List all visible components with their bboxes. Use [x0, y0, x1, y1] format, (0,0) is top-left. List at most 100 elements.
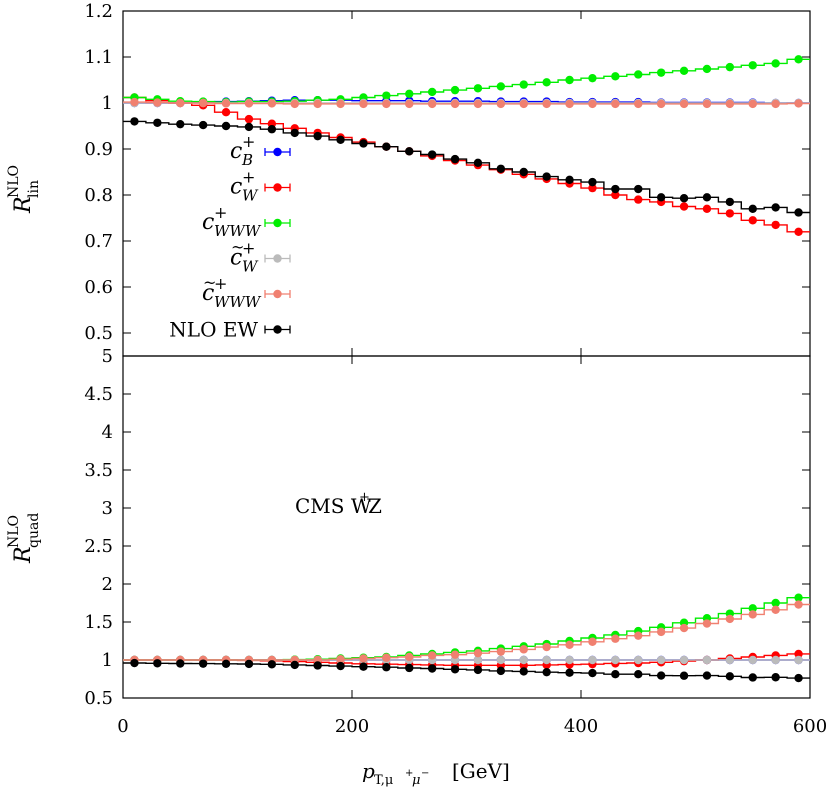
top-ytick-label: 0.6 — [84, 277, 113, 298]
bottom-series-line-5 — [123, 662, 810, 679]
bottom-series-point-4 — [588, 637, 597, 646]
top-series-point-5 — [611, 184, 620, 194]
top-series-point-5 — [679, 194, 689, 203]
bottom-series-point-5 — [405, 663, 414, 673]
top-series-point-4 — [405, 99, 414, 109]
top-series-point-5 — [634, 184, 643, 194]
bottom-series-point-5 — [130, 658, 139, 668]
bottom-series-point-5 — [176, 659, 185, 668]
legend-label-sub: W — [242, 258, 259, 276]
top-series-point-4 — [450, 99, 460, 109]
top-ylabel-sup: NLO — [6, 165, 22, 198]
top-y-axis-label: R NLO lin — [6, 165, 42, 214]
bottom-panel-frame — [122, 355, 811, 699]
bottom-series-point-4 — [359, 654, 368, 663]
bottom-ytick-label: 1.5 — [84, 612, 113, 633]
xlabel-sub: T,μ — [374, 773, 393, 788]
top-ytick-label: 0.9 — [84, 139, 113, 160]
top-series-point-4 — [473, 99, 483, 109]
bottom-series-point-3 — [634, 655, 643, 665]
top-series-line-2 — [123, 58, 810, 103]
top-series-point-1 — [771, 220, 780, 230]
top-series-point-2 — [427, 87, 437, 97]
top-series-point-2 — [382, 91, 391, 100]
bottom-series-point-3 — [473, 655, 483, 665]
top-series-point-1 — [221, 108, 231, 117]
top-series-point-4 — [359, 99, 368, 109]
bottom-ytick-label: 3.5 — [84, 460, 113, 481]
legend-label-base: c — [230, 175, 242, 200]
top-series-point-4 — [130, 97, 139, 107]
bottom-ytick-label: 1 — [102, 650, 113, 671]
top-series-line-5 — [123, 120, 810, 214]
bottom-ytick-label: 0.5 — [84, 688, 113, 709]
top-series-point-5 — [702, 193, 712, 202]
top-series-point-1 — [634, 195, 643, 204]
bottom-series-point-3 — [725, 655, 735, 665]
top-series-point-4 — [244, 99, 254, 108]
top-series-point-4 — [611, 99, 620, 109]
top-series-point-4 — [382, 99, 391, 109]
bottom-series-point-3 — [611, 655, 620, 665]
bottom-series-point-5 — [313, 661, 322, 670]
bottom-ylabel-base: R — [11, 546, 36, 564]
top-series-point-2 — [656, 68, 666, 77]
bottom-series-point-4 — [450, 650, 460, 659]
legend-label-sup: + — [242, 168, 255, 187]
bottom-series-point-3 — [542, 655, 551, 665]
bottom-ytick-label: 2.5 — [84, 536, 113, 557]
top-series-point-2 — [405, 89, 414, 99]
bottom-y-axis-label: R NLO quad — [6, 513, 42, 564]
top-ylabel-base: R — [11, 196, 36, 214]
top-series-point-4 — [221, 99, 231, 108]
bottom-series-point-2 — [771, 598, 780, 608]
xlabel-main: p — [362, 759, 375, 783]
bottom-series-point-4 — [496, 647, 506, 656]
top-series-point-5 — [542, 172, 551, 181]
top-series-group — [123, 55, 810, 236]
bottom-series-point-4 — [473, 648, 483, 658]
top-series-point-4 — [771, 99, 780, 109]
legend-marker — [273, 254, 282, 263]
legend-label-base: c — [202, 281, 214, 306]
x-ticks: 0 200 400 600 — [117, 11, 827, 737]
bottom-ytick-label: 2 — [102, 574, 113, 595]
top-series-point-2 — [496, 82, 506, 91]
bottom-ylabel-sup: NLO — [6, 515, 22, 548]
top-series-point-2 — [519, 80, 528, 89]
bottom-series-point-5 — [359, 662, 368, 671]
top-series-point-5 — [130, 117, 139, 126]
top-ytick-label: 0.7 — [84, 231, 113, 252]
xlabel-sub-sup1: + — [405, 768, 413, 779]
legend-label-sub: WWW — [214, 293, 262, 311]
bottom-series-point-5 — [565, 668, 574, 677]
legend-label-base: c — [230, 246, 242, 271]
top-series-point-4 — [290, 99, 299, 109]
top-series-point-4 — [198, 98, 208, 108]
bottom-series-point-4 — [382, 653, 391, 662]
top-series-point-2 — [794, 55, 803, 64]
top-series-point-2 — [771, 59, 780, 68]
top-series-point-5 — [450, 154, 460, 164]
top-series-point-5 — [313, 131, 322, 141]
legend-label-sub: W — [242, 187, 259, 205]
top-series-point-1 — [244, 114, 254, 124]
bottom-series-point-5 — [153, 659, 162, 668]
bottom-ytick-label: 4.5 — [84, 384, 113, 405]
bottom-ylabel-sub: quad — [26, 513, 42, 548]
top-series-point-4 — [634, 99, 643, 109]
top-series-point-4 — [748, 99, 757, 109]
top-series-point-1 — [725, 209, 735, 218]
annotation-tail: Z — [368, 494, 382, 518]
top-series-point-2 — [748, 61, 757, 70]
top-series-point-4 — [702, 99, 712, 109]
top-series-point-2 — [473, 84, 483, 93]
top-series-point-2 — [450, 85, 460, 95]
top-ylabel-sub: lin — [26, 180, 42, 198]
bottom-series-point-4 — [427, 651, 437, 660]
xlabel-sub-mid: μ — [412, 773, 420, 788]
bottom-series-point-5 — [679, 671, 689, 680]
top-series-point-2 — [634, 70, 643, 79]
top-series-point-2 — [679, 66, 689, 76]
top-series-point-5 — [656, 193, 666, 202]
